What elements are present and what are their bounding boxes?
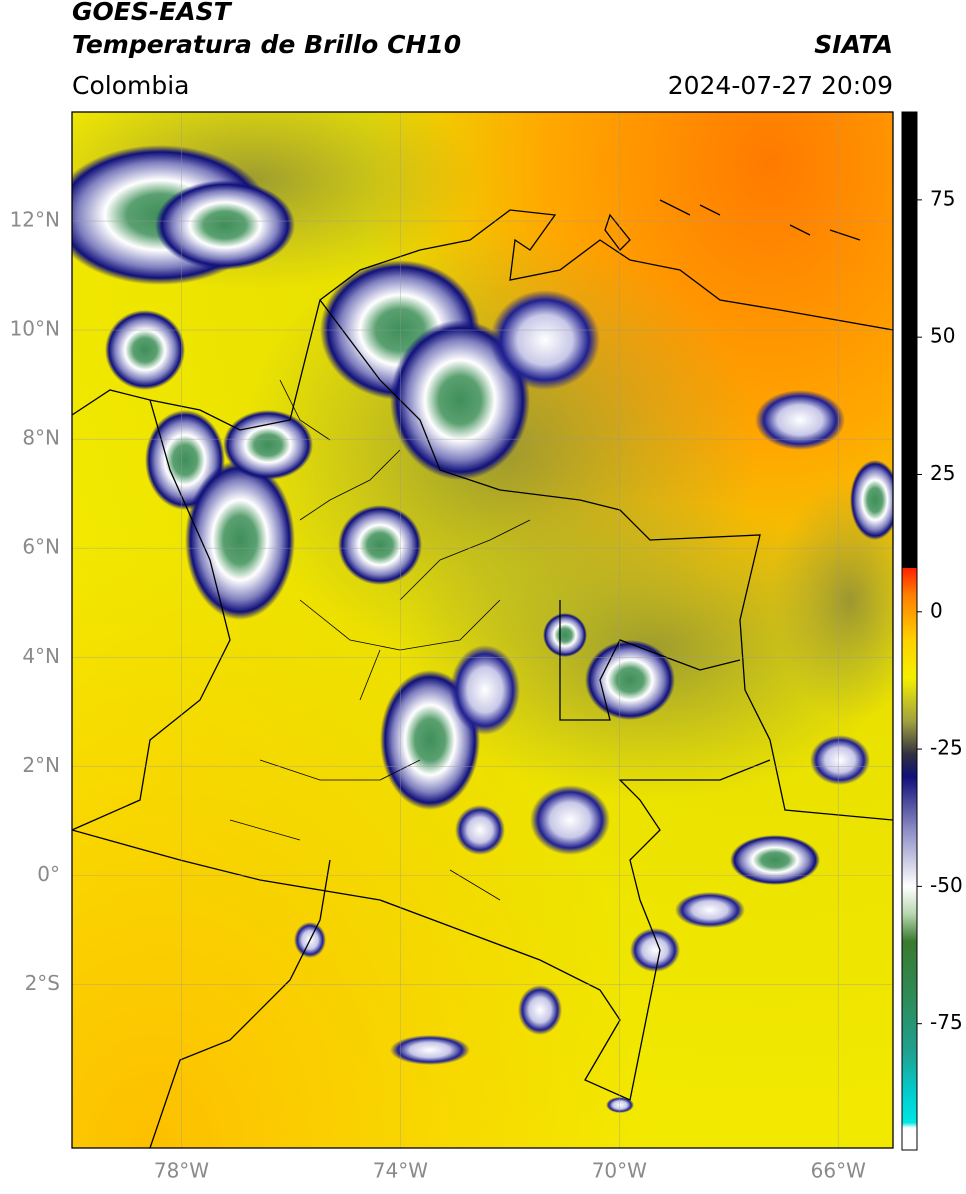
y-tick-label: 4°N — [22, 644, 60, 668]
region: Colombia — [72, 71, 189, 100]
title: GOES-EAST — [72, 0, 233, 26]
y-tick-label: 10°N — [10, 317, 60, 341]
colorbar-tick-label: 0 — [930, 598, 943, 622]
x-tick-label: 70°W — [592, 1159, 647, 1183]
colorbar — [901, 111, 918, 1151]
y-tick-label: 6°N — [22, 535, 60, 559]
y-tick-label: 2°N — [22, 753, 60, 777]
x-tick-label: 66°W — [811, 1159, 866, 1183]
colorbar-tick-label: -50 — [930, 873, 963, 897]
x-tick-label: 78°W — [154, 1159, 209, 1183]
x-tick-label: 74°W — [373, 1159, 428, 1183]
colorbar-tick-label: -75 — [930, 1010, 963, 1034]
graticule — [72, 112, 893, 1148]
subtitle: Temperatura de Brillo CH10 — [72, 30, 461, 59]
colorbar-tick-label: 50 — [930, 324, 955, 348]
y-tick-label: 2°S — [25, 971, 60, 995]
y-tick-label: 12°N — [10, 208, 60, 232]
y-tick-label: 8°N — [22, 426, 60, 450]
y-tick-label: 0° — [37, 862, 60, 886]
satellite-image — [72, 112, 893, 1148]
timestamp: 2024-07-27 20:09 — [668, 71, 893, 100]
map-frame — [71, 111, 894, 1149]
colorbar-tick-label: 25 — [930, 461, 955, 485]
colorbar-tick-label: -25 — [930, 736, 963, 760]
source: SIATA — [814, 30, 893, 59]
colorbar-tick-label: 75 — [930, 186, 955, 210]
